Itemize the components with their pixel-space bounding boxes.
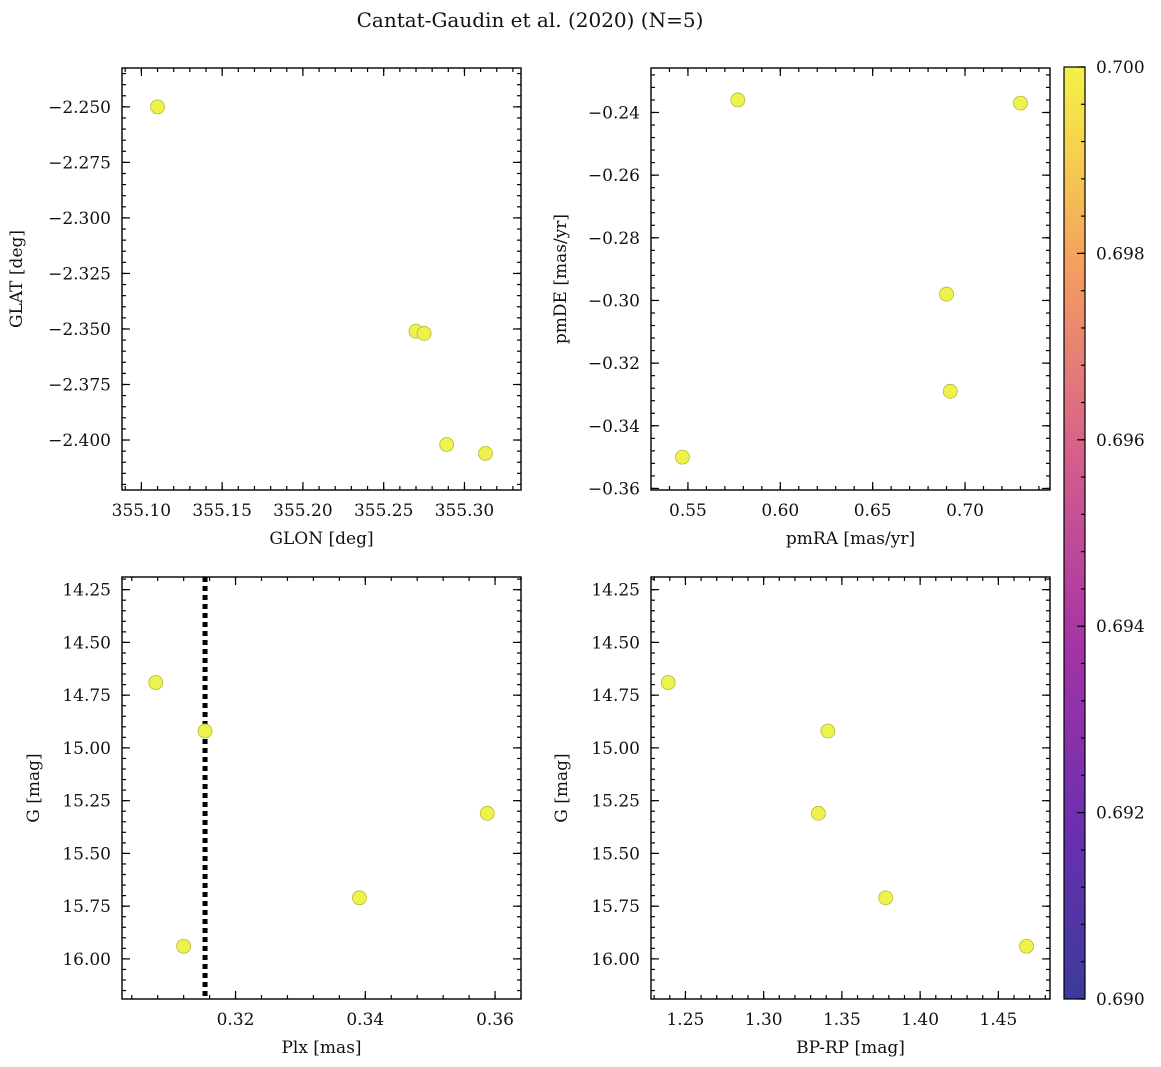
y-tick-label: −2.400 [48,431,111,451]
data-point [439,437,455,452]
y-tick-label: 15.25 [62,792,111,812]
x-tick-label: 0.60 [761,501,799,521]
x-tick-label: 0.32 [217,1010,255,1030]
y-axis-label: GLAT [deg] [7,230,27,328]
y-tick-label: 14.50 [62,633,111,653]
data-point [811,805,826,821]
x-tick-label: 1.45 [979,1010,1017,1030]
x-tick-label: 355.20 [273,501,332,521]
colorbar: 0.690 0.692 0.694 0.696 0.698 0.700 [1063,58,1145,1010]
colorbar-tick-label: 0.690 [1096,990,1145,1010]
axes-frame [121,67,522,491]
y-axis-label: pmDE [mas/yr] [551,214,571,344]
y-tick-label: 14.50 [591,633,640,653]
x-axis-label: BP-RP [mag] [796,1038,905,1058]
y-tick-label: −2.350 [48,320,111,340]
data-point [820,723,836,739]
x-tick-label: 1.30 [745,1010,783,1030]
y-tick-label: −2.325 [48,264,111,284]
y-tick-label: 15.50 [62,844,111,864]
y-axis-label: G [mag] [24,753,44,822]
y-tick-label: 15.00 [591,739,640,759]
y-tick-label: 14.75 [62,686,111,706]
y-tick-label: −0.34 [588,417,640,437]
data-point [675,449,690,465]
y-tick-label: 14.75 [591,686,640,706]
y-tick-label: −0.32 [588,354,640,374]
data-point [942,383,958,399]
panel-glon-glat: 355.10 355.15 355.20 355.25 355.30 −2.250 −2.2… [7,67,522,549]
y-axis-label: G [mag] [552,753,572,822]
y-tick-label: 15.00 [62,739,111,759]
data-point [479,805,495,821]
data-point [148,675,164,690]
data-point [150,99,165,115]
x-tick-label: 355.15 [192,501,251,521]
y-tick-label: 14.25 [62,581,111,601]
panels: 355.10 355.15 355.20 355.25 355.30 −2.250 −2.2… [7,67,1051,1058]
x-tick-label: 1.40 [901,1010,939,1030]
x-tick-label: 355.10 [112,501,171,521]
y-tick-label: 15.75 [62,897,111,917]
data-point [730,92,746,108]
data-point [878,890,894,906]
y-tick-label: −2.275 [48,153,111,173]
y-tick-label: 16.00 [62,950,111,970]
y-tick-label: −0.28 [588,229,640,249]
x-axis-label: Plx [mas] [281,1038,361,1058]
data-point [416,326,432,341]
colorbar-gradient [1063,66,1086,1000]
y-tick-label: −2.250 [48,98,111,118]
y-tick-label: 15.25 [591,792,640,812]
x-tick-label: 0.70 [946,501,984,521]
y-tick-label: −2.375 [48,376,111,396]
data-point [660,675,676,690]
axes-frame [650,67,1051,491]
x-tick-label: 355.25 [354,501,413,521]
x-tick-label: 1.25 [666,1010,704,1030]
data-point [352,890,367,906]
y-tick-label: −0.24 [588,103,640,123]
x-tick-label: 0.36 [476,1010,514,1030]
y-tick-label: 15.50 [591,844,640,864]
y-tick-label: −0.30 [588,291,640,311]
x-tick-label: 1.35 [823,1010,861,1030]
x-axis-label: pmRA [mas/yr] [786,529,915,549]
colorbar-tick-label: 0.692 [1096,804,1145,824]
colorbar-tick-label: 0.694 [1096,617,1145,637]
panel-pmra-pmde: 0.55 0.60 0.65 0.70 −0.24 −0.26 −0.28 −0.30 −0.3… [551,67,1051,549]
colorbar-tick-label: 0.696 [1096,431,1145,451]
y-tick-label: −0.26 [588,166,640,186]
data-point [176,938,192,954]
y-tick-label: 15.75 [591,897,640,917]
x-tick-label: 0.55 [669,501,707,521]
panel-plx-g: 0.32 0.34 0.36 14.25 14.50 14.75 15.00 15.25 15.… [24,576,522,1058]
x-tick-label: 355.30 [435,501,494,521]
panel-bprp-g: 1.25 1.30 1.35 1.40 1.45 14.25 14.50 14.75 15.00… [552,576,1051,1058]
x-tick-label: 0.65 [854,501,892,521]
figure-title: Cantat-Gaudin et al. (2020) (N=5) [357,8,704,32]
data-point [1013,95,1028,111]
x-axis-label: GLON [deg] [269,529,373,549]
x-tick-label: 0.34 [346,1010,384,1030]
data-point [1019,938,1034,954]
y-tick-label: 14.25 [591,581,640,601]
colorbar-tick-label: 0.698 [1096,244,1145,264]
data-point [197,723,213,739]
colorbar-tick-label: 0.700 [1096,58,1145,78]
y-tick-label: −2.300 [48,209,111,229]
y-tick-label: −0.36 [588,479,640,499]
data-point [939,286,954,302]
data-point [478,445,493,461]
axes-frame [121,576,522,1000]
axes-frame [650,576,1051,1000]
y-tick-label: 16.00 [591,950,640,970]
